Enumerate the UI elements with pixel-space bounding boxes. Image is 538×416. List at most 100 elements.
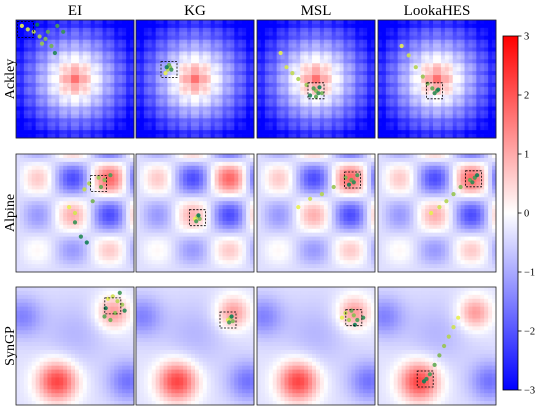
trajectory-point xyxy=(39,41,45,46)
trajectory-point xyxy=(351,180,356,185)
trajectory-point xyxy=(102,314,107,319)
panel-alpine-ei xyxy=(15,153,135,273)
trajectory-point xyxy=(355,173,360,178)
trajectory-point xyxy=(475,173,480,178)
trajectory-point xyxy=(25,27,30,32)
panel-syngp-lookahes xyxy=(377,286,497,406)
trajectory-point xyxy=(90,199,95,204)
trajectory-point xyxy=(313,94,319,99)
panel-border xyxy=(256,286,376,406)
trajectory-point xyxy=(413,65,418,70)
trajectory-point xyxy=(425,81,430,86)
column-title-lookahes: LookaHES xyxy=(404,3,471,19)
trajectory-point xyxy=(67,205,72,210)
panel-border xyxy=(15,19,135,139)
trajectory-point xyxy=(278,50,283,56)
panel-alpine-msl xyxy=(256,153,376,273)
trajectory-point xyxy=(37,34,42,39)
trajectory-point xyxy=(108,317,113,323)
trajectory-point xyxy=(52,50,58,56)
trajectory-point xyxy=(458,184,463,190)
panels-layer xyxy=(15,19,497,406)
panel-border xyxy=(15,153,135,273)
column-title-msl: MSL xyxy=(301,3,332,19)
trajectory-point xyxy=(194,219,199,224)
row-label-syngp: SynGP xyxy=(3,326,18,366)
trajectory-point xyxy=(319,192,324,197)
panel-syngp-msl xyxy=(256,286,376,406)
panel-border xyxy=(377,153,497,273)
trajectory-point xyxy=(227,320,232,325)
trajectory-point xyxy=(290,71,295,76)
trajectory-point xyxy=(296,76,301,82)
trajectory-point xyxy=(284,65,289,70)
trajectory-point xyxy=(105,296,111,301)
final-region-box xyxy=(188,209,206,227)
trajectory-point xyxy=(311,86,316,91)
trajectory-point xyxy=(343,175,348,180)
trajectory-point xyxy=(196,213,201,218)
trajectory-point xyxy=(436,87,441,92)
trajectory-point xyxy=(197,216,202,221)
panel-ackley-kg xyxy=(135,19,255,139)
final-region-box xyxy=(104,297,122,315)
trajectory-point xyxy=(442,343,447,349)
trajectory-point xyxy=(19,23,24,28)
trajectory-point xyxy=(164,65,169,70)
panel-ackley-ei xyxy=(15,19,135,139)
trajectory-point xyxy=(45,29,51,34)
panel-alpine-kg xyxy=(135,153,255,273)
trajectory-point xyxy=(446,334,451,339)
panel-syngp-ei xyxy=(15,286,135,406)
trajectory-point xyxy=(349,308,354,313)
trajectory-point xyxy=(421,379,427,384)
colorbar-tick-label: −1 xyxy=(524,268,535,279)
trajectory-point xyxy=(429,210,434,216)
column-title-ei: EI xyxy=(68,3,82,19)
panel-border xyxy=(135,153,255,273)
row-label-alpine: Alpine xyxy=(3,194,18,232)
colorbar-gradient xyxy=(502,35,519,391)
trajectory-point xyxy=(331,184,336,190)
trajectory-point xyxy=(43,36,48,42)
colorbar-tick-label: 2 xyxy=(524,91,529,102)
trajectory-point xyxy=(113,310,118,316)
trajectory-point xyxy=(319,91,324,96)
trajectory-point xyxy=(444,199,449,204)
trajectory-point xyxy=(346,317,352,323)
colorbar-tick-label: 3 xyxy=(524,32,529,43)
trajectory-point xyxy=(49,43,54,49)
final-region-box xyxy=(90,175,107,192)
trajectory-point xyxy=(427,372,432,377)
panel-border xyxy=(256,153,376,273)
trajectory-point xyxy=(110,294,115,299)
trajectory-point xyxy=(96,175,101,180)
colorbar-tick-label: −3 xyxy=(524,386,535,397)
trajectory-point xyxy=(308,93,313,98)
trajectory-point xyxy=(117,290,122,295)
trajectory-point xyxy=(169,67,174,72)
final-region-box xyxy=(160,61,178,78)
trajectory-point xyxy=(55,23,60,28)
trajectory-point xyxy=(316,91,321,96)
panel-border xyxy=(377,286,497,406)
trajectory-point xyxy=(78,234,83,239)
trajectory-point xyxy=(103,306,108,311)
trajectory-point xyxy=(437,205,442,210)
trajectory-point xyxy=(352,322,357,327)
trajectory-point xyxy=(346,182,352,187)
final-region-box xyxy=(16,20,34,38)
trajectory-point xyxy=(98,184,104,190)
panel-ackley-lookahes xyxy=(377,19,497,139)
colorbar-tick-label: 0 xyxy=(524,209,529,220)
colorbar-tick-label: −2 xyxy=(524,327,535,338)
trajectory-point xyxy=(163,71,168,76)
trajectory-point xyxy=(406,53,411,58)
trajectory-point xyxy=(229,314,234,319)
trajectory-point xyxy=(84,240,89,245)
trajectory-point xyxy=(72,210,78,216)
trajectory-point xyxy=(355,317,360,323)
final-region-box xyxy=(344,171,362,189)
trajectory-point xyxy=(351,313,356,318)
